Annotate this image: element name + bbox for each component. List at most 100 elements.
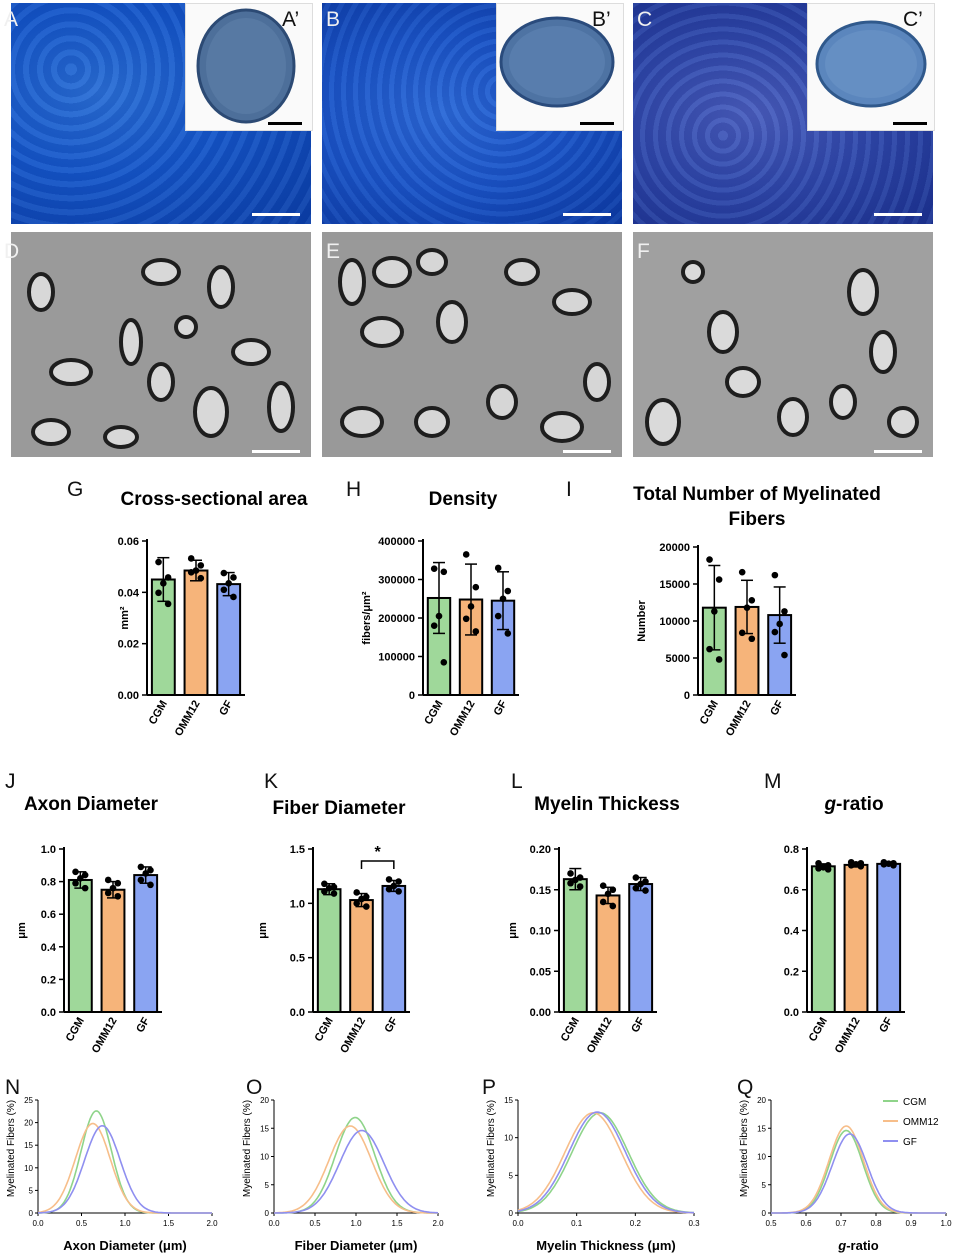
x-axis-label-rest: -ratio (846, 1238, 879, 1253)
inset-c-prime (807, 3, 935, 131)
y-tick-label: 0.04 (118, 587, 140, 599)
x-tick-label-gf: GF (768, 698, 786, 717)
data-point (321, 880, 328, 888)
data-point (230, 593, 237, 601)
y-tick-label: 0.8 (41, 877, 56, 889)
y-tick-label: 0.10 (530, 926, 551, 938)
x-tick-label: 1.0 (940, 1219, 952, 1228)
chart-title-rest: -ratio (836, 794, 884, 815)
y-tick-label: 100000 (378, 652, 415, 664)
inset-b-prime (496, 3, 624, 131)
x-tick-label: 1.5 (391, 1219, 403, 1228)
legend-label-omm12: OMM12 (903, 1117, 939, 1128)
data-point (576, 883, 584, 890)
myelinated-axons-f (633, 232, 933, 457)
x-axis-label: Myelin Thickness (μm) (536, 1238, 675, 1253)
panel-label-a-prime: A’ (282, 8, 300, 31)
data-point (358, 895, 365, 903)
panel-label-q: Q (737, 1076, 754, 1099)
data-point (890, 862, 897, 869)
data-point (137, 863, 145, 871)
y-tick-label: 10 (24, 1164, 33, 1173)
chart-title: Density (429, 489, 498, 510)
data-point (604, 890, 612, 898)
panel-label-b: B (326, 8, 341, 31)
data-point (847, 862, 855, 869)
data-point (385, 876, 393, 883)
y-tick-label: 1.0 (41, 844, 56, 856)
y-tick-label: 0 (684, 690, 690, 702)
data-point (353, 900, 361, 907)
data-point (155, 558, 162, 566)
data-point (155, 589, 162, 597)
y-axis-label: fibers/μm² (361, 591, 373, 645)
y-tick-label: 0 (762, 1209, 767, 1218)
data-point (104, 876, 112, 884)
data-point (472, 583, 480, 591)
x-tick-label-cgm: CGM (422, 699, 445, 727)
legend-label-cgm: CGM (903, 1097, 926, 1108)
data-point (353, 889, 361, 896)
data-point (824, 866, 832, 873)
x-tick-label: 1.0 (350, 1219, 362, 1228)
series-line-gf (274, 1129, 439, 1214)
myelinated-axons-e (322, 232, 622, 457)
chart-k: Fiber Diameter μm 0.0 0.5 1.0 1.5 CGM OMM12 GF * (257, 798, 410, 1055)
chart-h: Density fibers/μm² 0 100000 200000 300000 4000… (361, 489, 519, 738)
data-point (435, 612, 443, 620)
chart-title-italic: g (823, 794, 836, 815)
bar-gf (133, 874, 159, 1014)
chart-p: 0 5 10 15 0.0 0.1 0.2 0.3 Myelinated Fibers (%) M… (486, 1096, 700, 1253)
data-point (160, 580, 167, 587)
data-point (81, 871, 89, 879)
x-axis-label: Fiber Diameter (μm) (295, 1238, 418, 1253)
y-tick-label: 200000 (378, 613, 415, 625)
data-point (187, 569, 195, 576)
data-point (81, 884, 89, 892)
y-tick-label: 5 (762, 1181, 767, 1190)
x-tick-label: 0.5 (309, 1219, 321, 1228)
x-tick-label-omm12: OMM12 (173, 699, 203, 739)
panel-label-e: E (326, 240, 341, 263)
y-tick-label: 0.2 (784, 966, 799, 978)
x-tick-label-omm12: OMM12 (833, 1016, 863, 1056)
data-point (857, 863, 865, 870)
data-point (494, 612, 502, 620)
panel-label-c-prime: C’ (903, 8, 923, 31)
x-tick-label: 0.0 (32, 1219, 44, 1228)
y-axis-label: Myelinated Fibers (%) (486, 1100, 497, 1197)
panel-label-i: I (566, 478, 572, 501)
y-tick-label: 0.0 (784, 1007, 799, 1019)
y-tick-label: 0.0 (290, 1007, 305, 1019)
bar-omm12 (100, 888, 126, 1013)
data-point (109, 884, 117, 892)
data-point (632, 884, 640, 892)
data-point (104, 889, 112, 897)
y-tick-label: 5 (509, 1171, 514, 1180)
bar-cgm (67, 878, 93, 1013)
bar-gf (876, 862, 902, 1014)
y-tick-label: 0.5 (290, 953, 305, 965)
x-tick-label: 0.0 (512, 1219, 524, 1228)
data-point (567, 870, 574, 877)
x-tick-label: 0.5 (76, 1219, 88, 1228)
data-point (706, 645, 713, 653)
y-tick-label: 0.20 (530, 844, 551, 856)
legend-label-gf: GF (903, 1137, 917, 1148)
scale-bar-inset-c (893, 122, 927, 125)
data-point (197, 574, 205, 582)
data-point (164, 574, 172, 581)
data-point (440, 658, 448, 666)
x-tick-label-cgm: CGM (147, 699, 170, 727)
x-tick-label: 1.5 (163, 1219, 175, 1228)
data-point (572, 876, 579, 884)
data-point (706, 556, 713, 563)
y-tick-label: 0.0 (41, 1007, 56, 1019)
data-point (494, 564, 502, 572)
data-point (220, 569, 228, 577)
y-tick-label: 0 (29, 1209, 34, 1218)
y-axis-label: Myelinated Fibers (%) (6, 1100, 17, 1197)
data-point (395, 878, 402, 885)
x-tick-label-cgm: CGM (698, 699, 721, 727)
series-line-omm12 (771, 1125, 946, 1214)
